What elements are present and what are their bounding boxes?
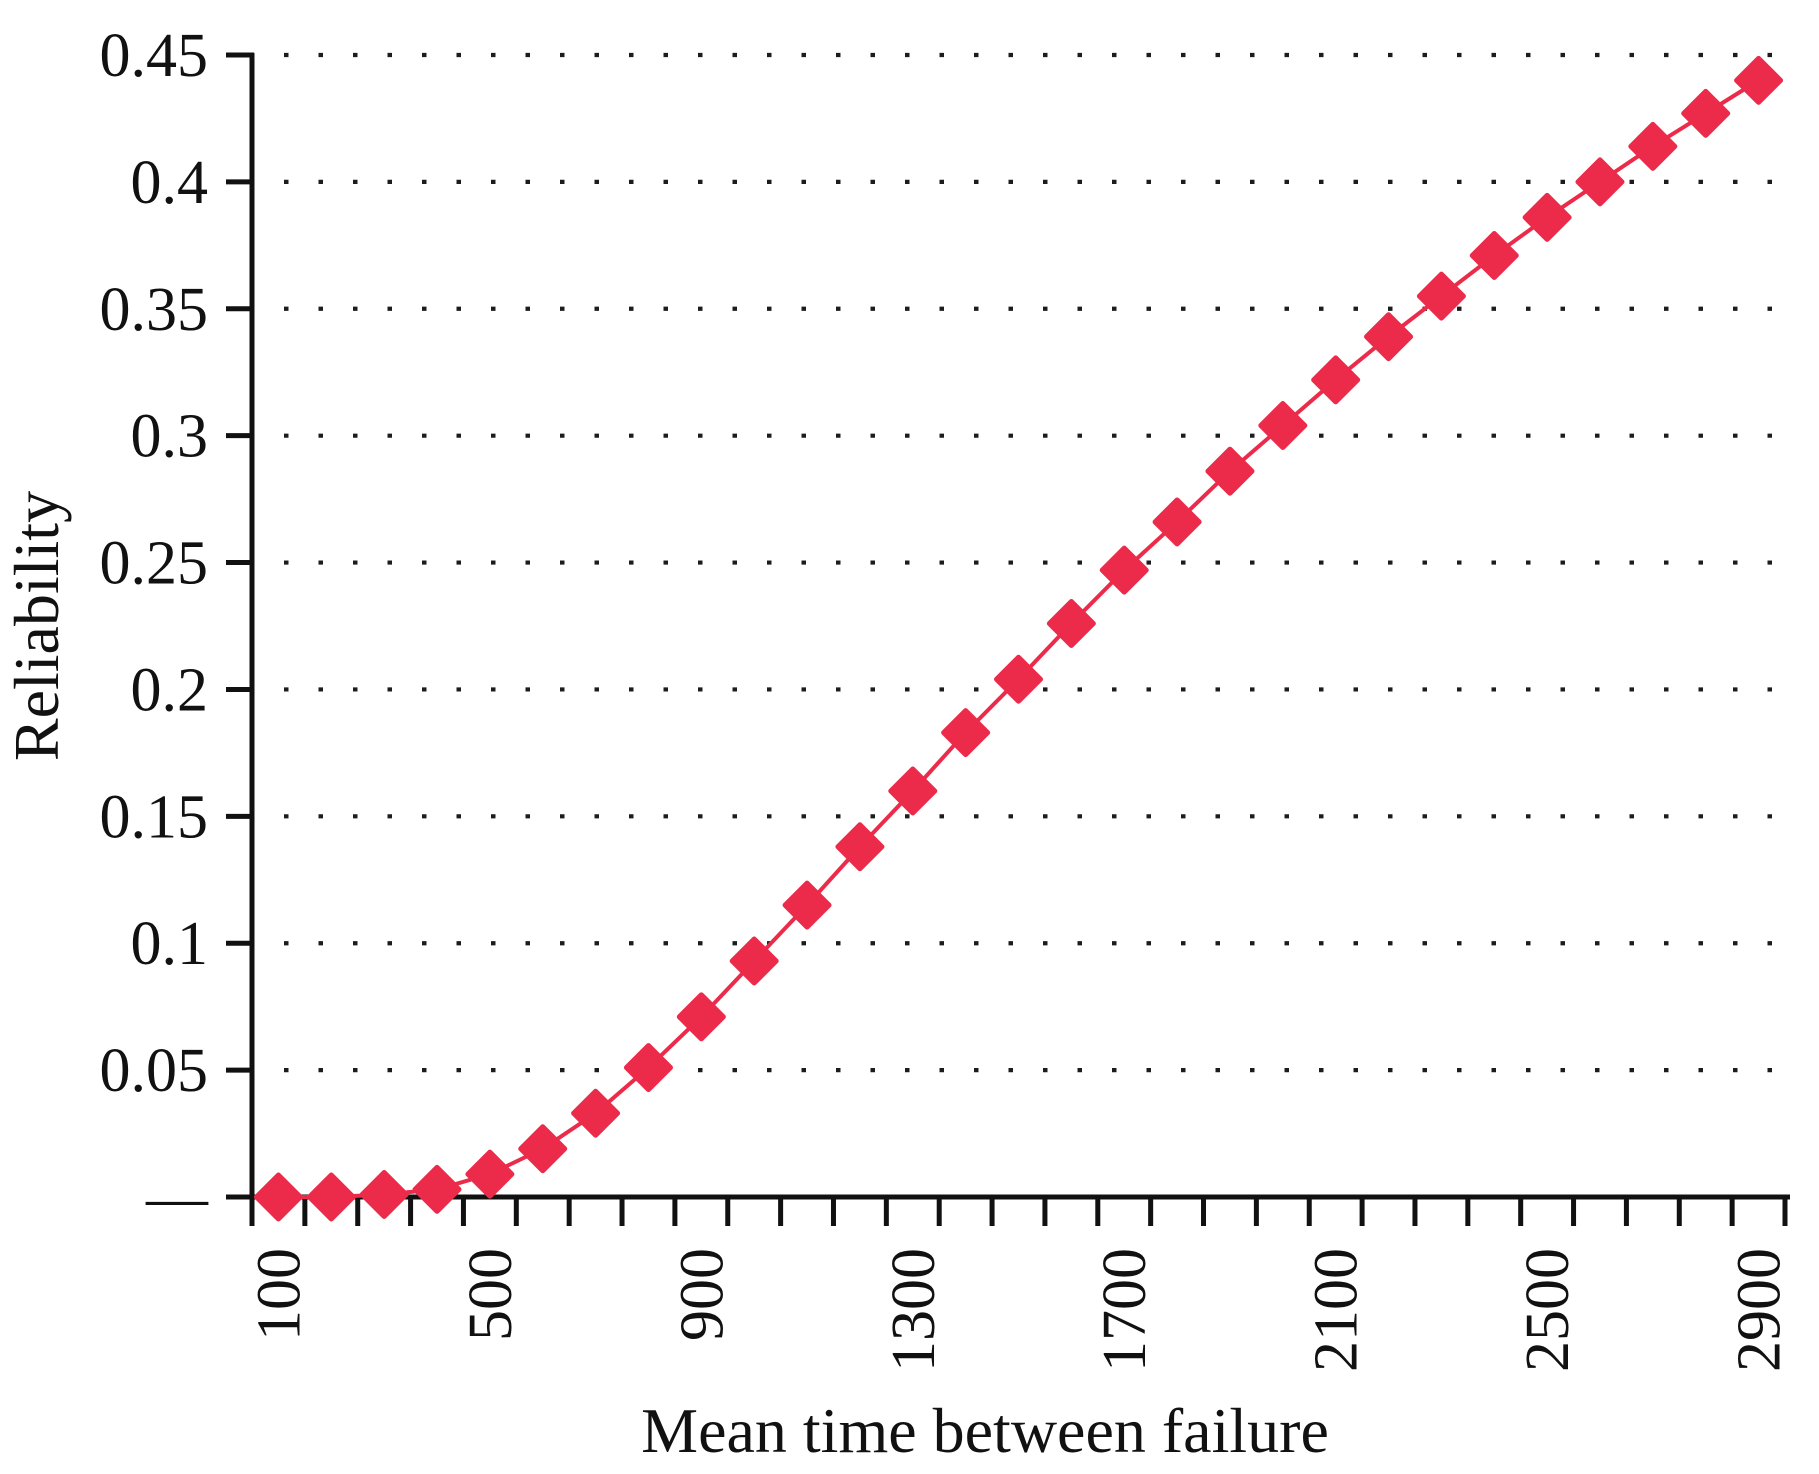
data-point-marker — [1205, 446, 1255, 496]
x-tick-label: 900 — [668, 1248, 736, 1341]
reliability-series — [253, 55, 1784, 1222]
data-point-marker — [1046, 598, 1096, 648]
data-point-marker — [835, 822, 885, 872]
x-tick-label: 1300 — [880, 1248, 948, 1372]
data-point-marker — [571, 1088, 621, 1138]
y-tick-label: 0.4 — [131, 149, 209, 217]
x-axis-title: Mean time between failure — [641, 1395, 1329, 1466]
y-tick-label: 0.15 — [100, 783, 209, 851]
data-point-marker — [1152, 497, 1202, 547]
data-point-marker — [253, 1172, 303, 1222]
data-point-marker — [1258, 401, 1308, 451]
data-point-marker — [1734, 55, 1784, 105]
data-point-marker — [1469, 230, 1519, 280]
data-point-marker — [1522, 192, 1572, 242]
data-point-marker — [306, 1172, 356, 1222]
data-point-marker — [1416, 271, 1466, 321]
y-tick-label: 0.45 — [100, 22, 209, 90]
x-tick-label: 100 — [245, 1248, 313, 1341]
x-tick-label: 2900 — [1726, 1248, 1794, 1372]
y-tick-label: 0.1 — [131, 910, 209, 978]
x-tick-label: 2500 — [1514, 1248, 1582, 1372]
y-tick-label: 0.25 — [100, 530, 209, 598]
tick-labels-group: — 0.05 0.1 0.15 0.2 0.25 0.3 0.35 0.4 0.45 100 500 9… — [100, 22, 1794, 1372]
data-point-marker — [1311, 355, 1361, 405]
y-axis-title: Reliability — [1, 491, 72, 761]
series-line — [278, 78, 1760, 1199]
y-tick-label: — — [145, 1164, 209, 1232]
data-point-marker — [518, 1124, 568, 1174]
y-tick-label: 0.35 — [100, 276, 209, 344]
y-tick-label: 0.05 — [100, 1037, 209, 1105]
x-tick-label: 2100 — [1303, 1248, 1371, 1372]
data-point-marker — [782, 880, 832, 930]
x-tick-label: 1700 — [1091, 1248, 1159, 1372]
data-point-marker — [1681, 88, 1731, 138]
data-point-marker — [623, 1043, 673, 1093]
data-point-marker — [941, 708, 991, 758]
data-point-marker — [994, 654, 1043, 704]
data-point-marker — [888, 766, 938, 816]
data-point-marker — [676, 992, 726, 1042]
data-point-marker — [1099, 545, 1149, 595]
data-point-marker — [1575, 157, 1625, 207]
data-point-marker — [1364, 312, 1414, 362]
data-point-marker — [729, 936, 779, 986]
data-point-marker — [1628, 121, 1678, 171]
x-tick-label: 500 — [457, 1248, 525, 1341]
data-point-marker — [412, 1164, 462, 1214]
data-point-marker — [465, 1149, 515, 1199]
y-tick-label: 0.2 — [131, 656, 209, 724]
data-point-marker — [359, 1169, 409, 1219]
axes-group — [226, 52, 1790, 1226]
y-tick-label: 0.3 — [131, 403, 209, 471]
